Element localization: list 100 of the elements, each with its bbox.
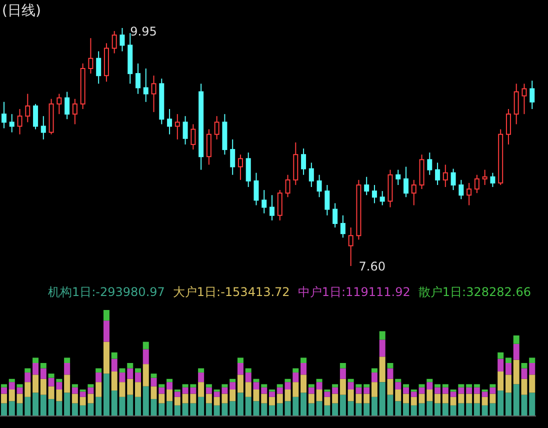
candlestick: [9, 114, 14, 133]
bar: [88, 384, 94, 388]
bar: [410, 396, 417, 406]
candlestick: [530, 80, 535, 110]
bar: [395, 401, 402, 416]
candlestick: [466, 182, 472, 206]
candlestick: [96, 50, 102, 84]
bar: [96, 372, 102, 382]
bar: [332, 403, 338, 416]
bar: [276, 403, 283, 416]
bar: [135, 368, 141, 373]
bar: [261, 394, 268, 404]
candlestick: [262, 190, 267, 214]
candlestick: [17, 108, 22, 135]
bar: [237, 363, 244, 375]
bar: [261, 403, 268, 416]
bar: [24, 368, 31, 373]
bar: [300, 363, 307, 375]
bar: [474, 403, 480, 416]
bar: [371, 368, 378, 373]
candlestick: [230, 138, 236, 176]
bar: [32, 374, 39, 393]
bar: [308, 384, 314, 388]
bar: [237, 392, 244, 416]
bar: [308, 394, 314, 404]
candlestick: [190, 124, 196, 150]
candlestick: [364, 176, 370, 196]
candlestick: [167, 108, 172, 135]
bar: [72, 394, 78, 404]
bar: [119, 372, 126, 382]
bar: [442, 403, 448, 416]
bar: [1, 403, 7, 416]
bar: [158, 387, 165, 394]
bar: [72, 384, 78, 388]
bar: [364, 394, 370, 404]
bar: [111, 352, 118, 359]
bar: [442, 387, 448, 394]
bar: [8, 390, 15, 402]
candlestick: [522, 83, 527, 115]
annotation: 7.60: [358, 259, 386, 274]
candlestick: [33, 103, 38, 130]
candlestick: [348, 227, 354, 266]
bar: [127, 363, 134, 368]
bar: [230, 382, 236, 390]
bar: [442, 384, 448, 388]
candlestick: [238, 154, 243, 180]
bar: [498, 358, 504, 372]
bar: [230, 390, 236, 402]
bar: [332, 394, 338, 404]
candlestick: [56, 93, 62, 115]
bar: [16, 384, 23, 388]
bar: [505, 392, 512, 416]
bar: [364, 403, 370, 416]
bar: [142, 364, 149, 386]
bar: [8, 378, 15, 382]
bar: [158, 384, 165, 388]
bar: [40, 378, 46, 395]
candlestick: [506, 108, 511, 145]
candlestick: [246, 152, 251, 188]
bar: [16, 387, 23, 394]
candlestick: [514, 83, 519, 125]
bar: [434, 387, 441, 394]
candlestick: [450, 168, 456, 191]
bar: [490, 384, 496, 388]
bar: [32, 363, 39, 375]
bar: [403, 384, 409, 388]
bar: [395, 382, 402, 390]
bar: [529, 363, 536, 375]
candlestick: [435, 162, 440, 186]
bar: [529, 392, 536, 416]
bar: [32, 358, 39, 363]
bar: [40, 363, 46, 368]
bar: [466, 387, 472, 394]
bar: [206, 384, 212, 388]
candlestick: [136, 62, 140, 94]
bar: [72, 403, 78, 416]
bar: [513, 344, 520, 360]
candlestick: [427, 152, 432, 176]
bar: [166, 382, 173, 390]
bar: [498, 352, 504, 359]
bar: [198, 372, 204, 382]
bar: [166, 390, 173, 402]
bar: [253, 382, 260, 390]
bar: [300, 374, 307, 393]
bar: [96, 382, 102, 397]
bar: [371, 382, 378, 397]
candlestick: [25, 93, 30, 123]
bar: [403, 403, 409, 416]
bar: [292, 368, 299, 373]
candlestick: [182, 116, 188, 145]
bar: [96, 368, 102, 373]
candlestick: [324, 184, 330, 216]
candlestick: [64, 91, 70, 120]
candlestick: [270, 194, 274, 221]
bar: [142, 342, 149, 350]
bar: [300, 358, 307, 363]
bar: [410, 405, 417, 416]
bar: [40, 368, 46, 379]
bar: [466, 403, 472, 416]
bar: [276, 394, 283, 404]
